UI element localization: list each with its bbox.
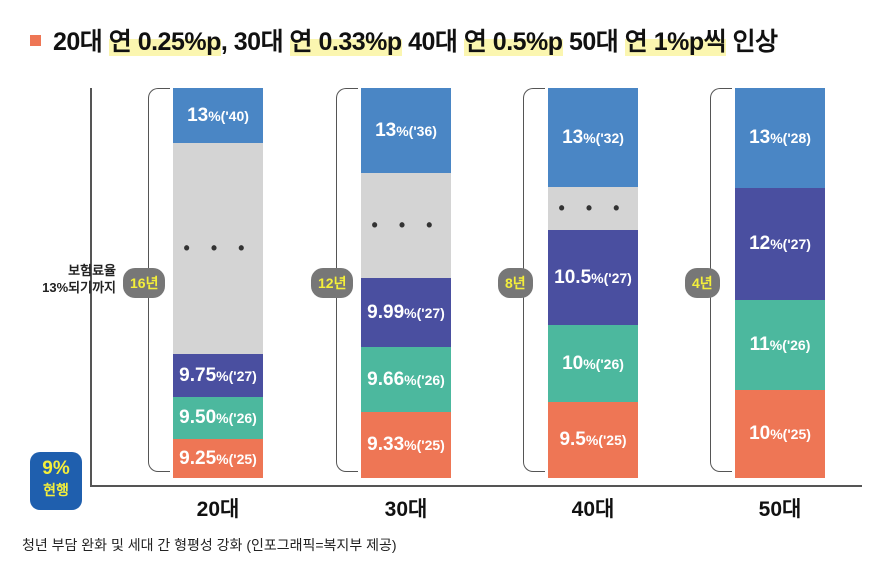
ellipsis-icon: • • •	[183, 238, 253, 258]
segment-year: %('27)	[216, 367, 257, 384]
years-badge: 12년	[311, 268, 354, 298]
segment-year: %('36)	[396, 122, 437, 139]
bar-segment: 10 %('25)	[735, 390, 825, 478]
segment-year: %('25)	[770, 426, 811, 442]
segment-year: %('26)	[404, 371, 445, 388]
chart-title: 20대 연 0.25%p, 30대 연 0.33%p 40대 연 0.5%p 5…	[30, 22, 778, 58]
ellipsis-icon: • • •	[558, 198, 628, 218]
bar-segment: 11 %('26)	[735, 300, 825, 390]
bullet-icon	[30, 34, 41, 46]
segment-year: %('25)	[216, 450, 257, 467]
segment-year: %('27)	[591, 269, 632, 286]
title-part: 인상	[726, 28, 779, 56]
x-tick-label: 50대	[758, 498, 802, 521]
current-rate-badge: 9% 현행	[30, 452, 82, 510]
x-tick-label: 30대	[384, 498, 428, 521]
segment-year: %('32)	[583, 129, 624, 146]
x-tick-label: 20대	[196, 498, 240, 521]
segment-rate: 9.66	[367, 368, 405, 390]
bar-segment: 13 %('32)	[548, 88, 638, 187]
segment-year: %('27)	[770, 236, 811, 252]
bar-segment: 10 %('26)	[548, 325, 638, 402]
segment-rate: 10	[562, 352, 584, 374]
ellipsis-icon: • • •	[371, 215, 441, 235]
segment-rate: 13	[187, 104, 209, 126]
x-axis	[90, 485, 862, 487]
x-tick-label: 40대	[571, 498, 615, 521]
segment-rate: 9.25	[179, 447, 217, 469]
bar-segment-gap: • • •	[548, 187, 638, 230]
segment-rate: 11	[749, 334, 770, 355]
title-part: 연 0.33%p	[289, 28, 402, 56]
bar-segment-gap: • • •	[361, 173, 451, 278]
bar-segment: 9.75 %('27)	[173, 354, 263, 397]
bar-segment: 9.25 %('25)	[173, 439, 263, 478]
segment-year: %('26)	[769, 337, 811, 353]
title-part: 연 0.25%p	[108, 28, 221, 56]
segment-rate: 9.5	[559, 429, 586, 450]
segment-rate: 10.5	[554, 266, 592, 288]
segment-rate: 13	[375, 119, 397, 141]
years-badge: 16년	[123, 268, 166, 298]
title-part: 40대	[401, 28, 464, 56]
bar-segment-gap: • • •	[173, 143, 263, 354]
segment-year: %('26)	[583, 355, 624, 372]
segment-rate: 10	[749, 423, 771, 444]
y-label: 보험료율 13%되기까지	[10, 262, 116, 296]
segment-year: %('25)	[404, 437, 445, 453]
title-part: 연 1%p씩	[624, 28, 727, 56]
y-label-line: 13%되기까지	[42, 280, 116, 295]
bar-segment: 10.5 %('27)	[548, 230, 638, 325]
title-part: 연 0.5%p	[463, 28, 563, 56]
bar-segment: 9.33 %('25)	[361, 412, 451, 478]
y-axis	[90, 88, 92, 486]
segment-rate: 9.33	[367, 434, 405, 455]
bar-segment: 12 %('27)	[735, 188, 825, 300]
title-part: 20대	[53, 28, 109, 56]
segment-rate: 13	[562, 126, 584, 148]
segment-rate: 9.50	[179, 407, 217, 428]
bar-segment: 9.5 %('25)	[548, 402, 638, 478]
bar-segment: 13 %('28)	[735, 88, 825, 188]
bar-segment: 13 %('40)	[173, 88, 263, 143]
segment-rate: 9.75	[179, 364, 217, 386]
years-badge: 4년	[685, 268, 720, 298]
caption: 청년 부담 완화 및 세대 간 형평성 강화 (인포그래픽=복지부 제공)	[22, 537, 397, 553]
current-rate-value: 9%	[42, 458, 70, 479]
years-badge: 8년	[498, 268, 533, 298]
title-part: , 30대	[220, 28, 290, 56]
segment-year: %('40)	[208, 107, 249, 124]
segment-year: %('28)	[770, 130, 811, 146]
bar-segment: 13 %('36)	[361, 88, 451, 173]
segment-year: %('27)	[404, 304, 445, 321]
bar-segment: 9.99 %('27)	[361, 278, 451, 347]
y-label-line: 보험료율	[68, 263, 116, 278]
segment-rate: 9.99	[367, 301, 405, 323]
bar-segment: 9.50 %('26)	[173, 397, 263, 439]
segment-year: %('26)	[216, 410, 257, 426]
segment-rate: 13	[749, 127, 771, 148]
title-part: 50대	[562, 28, 625, 56]
segment-rate: 12	[749, 233, 771, 254]
segment-year: %('25)	[585, 432, 627, 448]
current-rate-label: 현행	[43, 482, 69, 498]
bar-segment: 9.66 %('26)	[361, 347, 451, 412]
